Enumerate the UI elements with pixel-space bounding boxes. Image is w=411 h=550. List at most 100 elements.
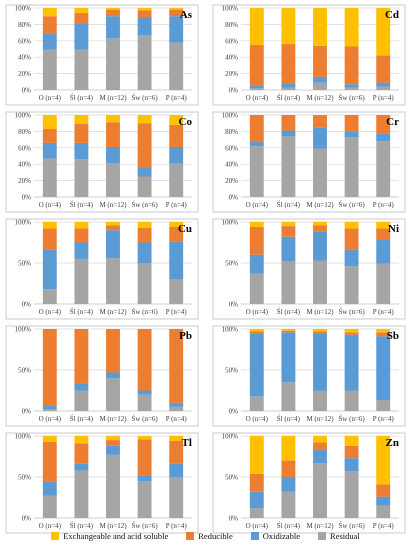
bar-segment-exchangeable-and-acid-soluble bbox=[169, 115, 184, 125]
bar-segment-residual bbox=[376, 141, 391, 197]
x-tick-label: O (n=4) bbox=[246, 308, 269, 316]
x-tick-label: Śl (n=4) bbox=[277, 522, 301, 530]
panel-frame bbox=[5, 111, 199, 213]
bar-segment-residual bbox=[42, 495, 57, 518]
bar-segment-oxidizable bbox=[376, 496, 391, 506]
y-tick-label: 50% bbox=[225, 474, 238, 482]
bar-segment-exchangeable-and-acid-soluble bbox=[313, 222, 327, 226]
legend-label-oxidizable: Oxidizable bbox=[262, 531, 301, 541]
x-tick-label: Śl (n=4) bbox=[70, 522, 94, 530]
y-tick-label: 50% bbox=[225, 260, 238, 268]
legend-item-exchangeable: Exchangeable and acid soluble bbox=[51, 531, 168, 541]
bar-segment-reducible bbox=[249, 473, 264, 492]
bar-segment-residual bbox=[42, 409, 57, 411]
bar-segment-oxidizable bbox=[106, 445, 120, 455]
element-label: As bbox=[180, 9, 193, 21]
y-tick-label: 100% bbox=[222, 433, 239, 441]
bar-segment-reducible bbox=[249, 44, 264, 86]
x-tick-label: O (n=4) bbox=[39, 94, 62, 102]
bar-segment-residual bbox=[313, 390, 327, 411]
bar-segment-exchangeable-and-acid-soluble bbox=[281, 222, 296, 227]
bar-segment-reducible bbox=[313, 115, 327, 128]
panel-cd: 0% 20% 40% 60% 80% 100% O (n=4) Śl (n=4) M (n=12… bbox=[212, 4, 406, 106]
x-tick-label: O (n=4) bbox=[246, 415, 269, 423]
bar-segment-exchangeable-and-acid-soluble bbox=[344, 222, 359, 229]
bar-segment-reducible bbox=[137, 227, 152, 243]
bar-segment-oxidizable bbox=[74, 23, 89, 50]
bar-segment-exchangeable-and-acid-soluble bbox=[249, 8, 264, 45]
bar-segment-residual bbox=[313, 463, 327, 518]
bar-segment-residual bbox=[376, 505, 391, 518]
x-tick-label: O (n=4) bbox=[246, 522, 269, 530]
x-tick-label: M (n=12) bbox=[306, 415, 334, 423]
bar-segment-exchangeable-and-acid-soluble bbox=[137, 222, 152, 228]
bar-segment-exchangeable-and-acid-soluble bbox=[344, 329, 359, 333]
legend-swatch-reducible bbox=[186, 532, 195, 540]
bar-segment-residual bbox=[249, 396, 264, 411]
bar-segment-exchangeable-and-acid-soluble bbox=[376, 329, 391, 333]
bar-segment-oxidizable bbox=[249, 85, 264, 89]
bar-segment-reducible bbox=[376, 484, 391, 497]
panel-tl: 0% 50% 100% O (n=4) Śl (n=4) M (n=12) Św (n=6)… bbox=[5, 433, 199, 534]
bar-segment-reducible bbox=[42, 329, 57, 407]
bar-segment-exchangeable-and-acid-soluble bbox=[313, 436, 327, 443]
bar-segment-residual bbox=[281, 382, 296, 411]
bar-segment-reducible bbox=[169, 440, 184, 464]
bar-segment-residual bbox=[42, 49, 57, 90]
bar-segment-reducible bbox=[74, 329, 89, 384]
y-tick-label: 0% bbox=[229, 87, 239, 95]
bar-segment-exchangeable-and-acid-soluble bbox=[281, 436, 296, 461]
panel-cr: 0% 20% 40% 60% 80% 100% O (n=4) Śl (n=4) M (n=12… bbox=[212, 112, 406, 213]
bar-segment-oxidizable bbox=[74, 383, 89, 391]
panel-frame bbox=[212, 325, 406, 427]
panel-frame bbox=[212, 4, 406, 106]
bar-segment-oxidizable bbox=[42, 249, 57, 290]
bar-segment-oxidizable bbox=[249, 333, 264, 397]
y-tick-label: 100% bbox=[15, 5, 32, 13]
y-tick-label: 80% bbox=[18, 21, 31, 29]
x-tick-label: P (n=4) bbox=[166, 522, 188, 530]
bar-segment-residual bbox=[376, 86, 391, 90]
bar-segment-exchangeable-and-acid-soluble bbox=[281, 329, 296, 331]
y-tick-label: 50% bbox=[225, 367, 238, 375]
bar-segment-reducible bbox=[344, 46, 359, 85]
panel-ni: 0% 50% 100% O (n=4) Śl (n=4) M (n=12) Św (n=6)… bbox=[212, 219, 406, 320]
x-tick-label: M (n=12) bbox=[306, 522, 334, 530]
x-tick-label: M (n=12) bbox=[99, 522, 127, 530]
bar-segment-residual bbox=[137, 176, 152, 197]
x-tick-label: M (n=12) bbox=[306, 308, 334, 316]
y-tick-label: 0% bbox=[22, 515, 32, 523]
bar-segment-oxidizable bbox=[106, 16, 120, 39]
bar-segment-exchangeable-and-acid-soluble bbox=[137, 436, 152, 440]
bar-segment-residual bbox=[169, 477, 184, 518]
bar-segment-exchangeable-and-acid-soluble bbox=[74, 222, 89, 229]
x-tick-label: Śl (n=4) bbox=[277, 415, 301, 423]
x-tick-label: O (n=4) bbox=[39, 522, 62, 530]
legend-item-oxidizable: Oxidizable bbox=[250, 531, 301, 541]
bar-segment-residual bbox=[106, 378, 120, 411]
legend-item-residual: Residual bbox=[318, 531, 360, 541]
bar-segment-residual bbox=[106, 38, 120, 90]
element-label: Zn bbox=[386, 437, 399, 449]
bar-segment-exchangeable-and-acid-soluble bbox=[344, 436, 359, 446]
bar-segment-residual bbox=[313, 260, 327, 304]
y-tick-label: 20% bbox=[18, 70, 31, 78]
bar-segment-residual bbox=[137, 481, 152, 518]
bar-segment-oxidizable bbox=[74, 463, 89, 471]
y-tick-label: 100% bbox=[222, 112, 239, 120]
bar-segment-residual bbox=[74, 390, 89, 411]
element-label: Tl bbox=[182, 437, 192, 449]
x-tick-label: Św (n=6) bbox=[131, 522, 158, 530]
x-tick-label: O (n=4) bbox=[39, 201, 62, 209]
x-tick-label: M (n=12) bbox=[99, 201, 127, 209]
bar-segment-reducible bbox=[376, 115, 391, 134]
bar-segment-oxidizable bbox=[281, 332, 296, 383]
bar-segment-oxidizable bbox=[344, 334, 359, 391]
y-tick-label: 0% bbox=[22, 87, 32, 95]
x-tick-label: P (n=4) bbox=[373, 201, 395, 209]
bar-segment-exchangeable-and-acid-soluble bbox=[281, 8, 296, 45]
x-tick-label: Św (n=6) bbox=[338, 308, 365, 316]
x-tick-label: Św (n=6) bbox=[131, 201, 158, 209]
bar-segment-reducible bbox=[169, 226, 184, 242]
y-tick-label: 80% bbox=[225, 21, 238, 29]
